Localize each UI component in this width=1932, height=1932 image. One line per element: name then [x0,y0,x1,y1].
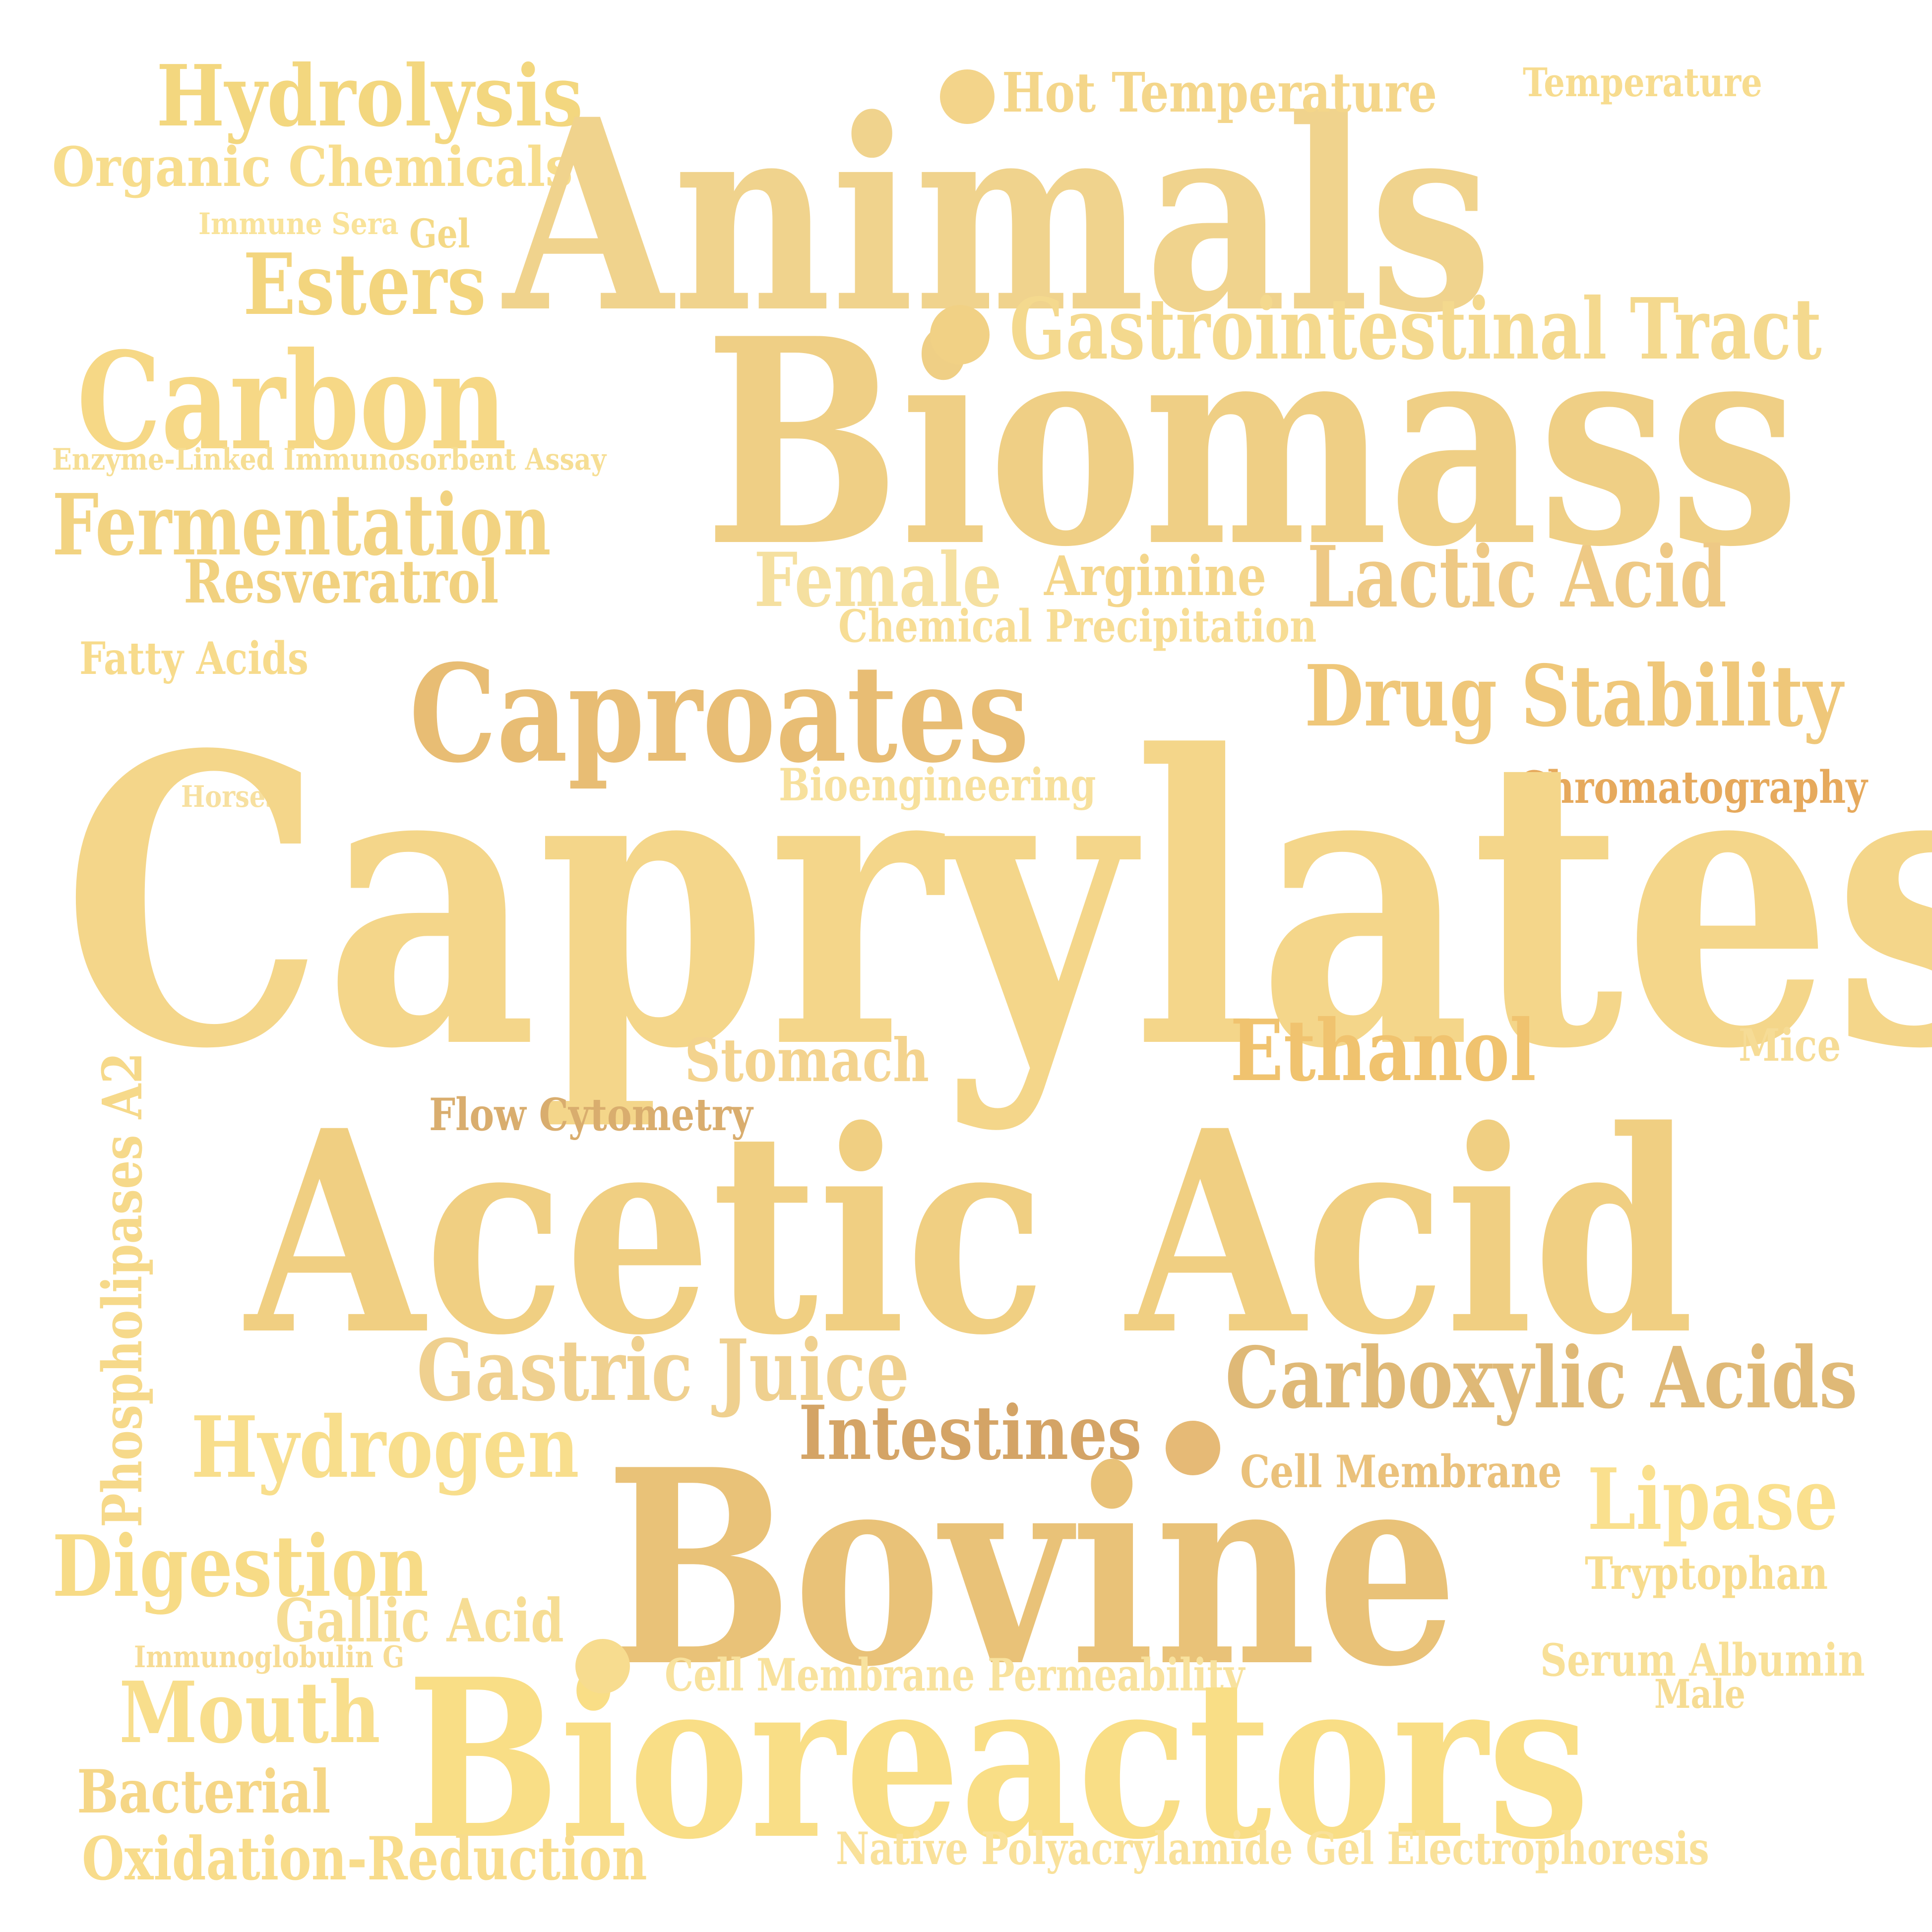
word-oxidation-reduction: Oxidation-Reduction [82,1824,647,1894]
word-gel: Gel [409,210,470,257]
word-caprylates: Caprylates [62,669,1932,1136]
word-flow-cytometry: Flow Cytometry [429,1088,753,1141]
word-female: Female [754,537,1002,624]
word-carbon: Carbon [77,322,507,480]
word-fermentation: Fermentation [52,476,551,575]
word-immune-sera: Immune Sera [198,207,399,242]
word-intestines: Intestines [799,1389,1142,1477]
word-hot-temperature: Hot Temperature [1002,60,1437,124]
word-tryptophan: Tryptophan [1585,1547,1828,1600]
word-chemical-precipitation: Chemical Precipitation [838,600,1317,653]
word-temperature: Temperature [1523,59,1762,106]
word-lactic-acid: Lactic Acid [1307,528,1727,627]
word-hydrolysis: Hydrolysis [156,47,583,146]
word-arginine: Arginine [1044,544,1267,608]
word-animals: Animals [503,61,1493,370]
word-mouth: Mouth [119,1663,380,1762]
word-biomass: Biomass [704,277,1800,609]
word-organic-chemicals: Organic Chemicals [52,135,573,199]
word-bioengineering: Bioengineering [779,759,1096,811]
bullet-dot [575,1639,630,1693]
word-carboxylic-acids: Carboxylic Acids [1225,1328,1858,1428]
word-enzyme-linked-immunosorbent-assay: Enzyme-Linked Immunosorbent Assay [52,442,607,477]
word-serum-albumin: Serum Albumin [1540,1634,1865,1687]
word-esters: Esters [243,235,486,334]
word-chromatography: Chromatography [1518,761,1868,814]
word-hydrogen: Hydrogen [191,1398,579,1497]
word-drug-stability: Drug Stability [1305,647,1843,746]
word-fatty-acids: Fatty Acids [79,632,309,685]
word-male: Male [1654,1671,1746,1717]
bullet-dot [940,69,995,124]
word-gastrointestinal-tract: Gastrointestinal Tract [1009,280,1822,379]
word-cell-membrane: Cell Membrane [1240,1446,1562,1498]
word-lipase: Lipase [1587,1450,1838,1549]
bullet-dot [930,305,990,364]
word-native-polyacrylamide-gel-electrophoresis: Native Polyacrylamide Gel Electrophoresi… [836,1822,1709,1875]
word-digestion: Digestion [52,1517,429,1616]
bullet-dot [1166,1421,1220,1475]
word-stomach: Stomach [685,1026,930,1095]
word-immunoglobulin-g: Immunoglobulin G [134,1640,405,1675]
word-cell-membrane-permeability: Cell Membrane Permeability [665,1649,1245,1701]
word-ethanol: Ethanol [1230,1001,1537,1100]
word-gastric-juice: Gastric Juice [417,1321,910,1420]
word-caproates: Caproates [409,635,1030,792]
word-bovine: Bovine [605,1411,1458,1726]
word-phospholipases-a2: Phospholipases A2 [90,1052,154,1527]
word-bacterial: Bacterial [77,1757,331,1827]
word-gallic-acid: Gallic Acid [275,1586,564,1656]
word-resveratrol: Resveratrol [184,547,499,617]
word-mice: Mice [1739,1019,1841,1072]
word-acetic-acid: Acetic Acid [246,1070,1694,1396]
word-horses: Horses [181,780,280,814]
